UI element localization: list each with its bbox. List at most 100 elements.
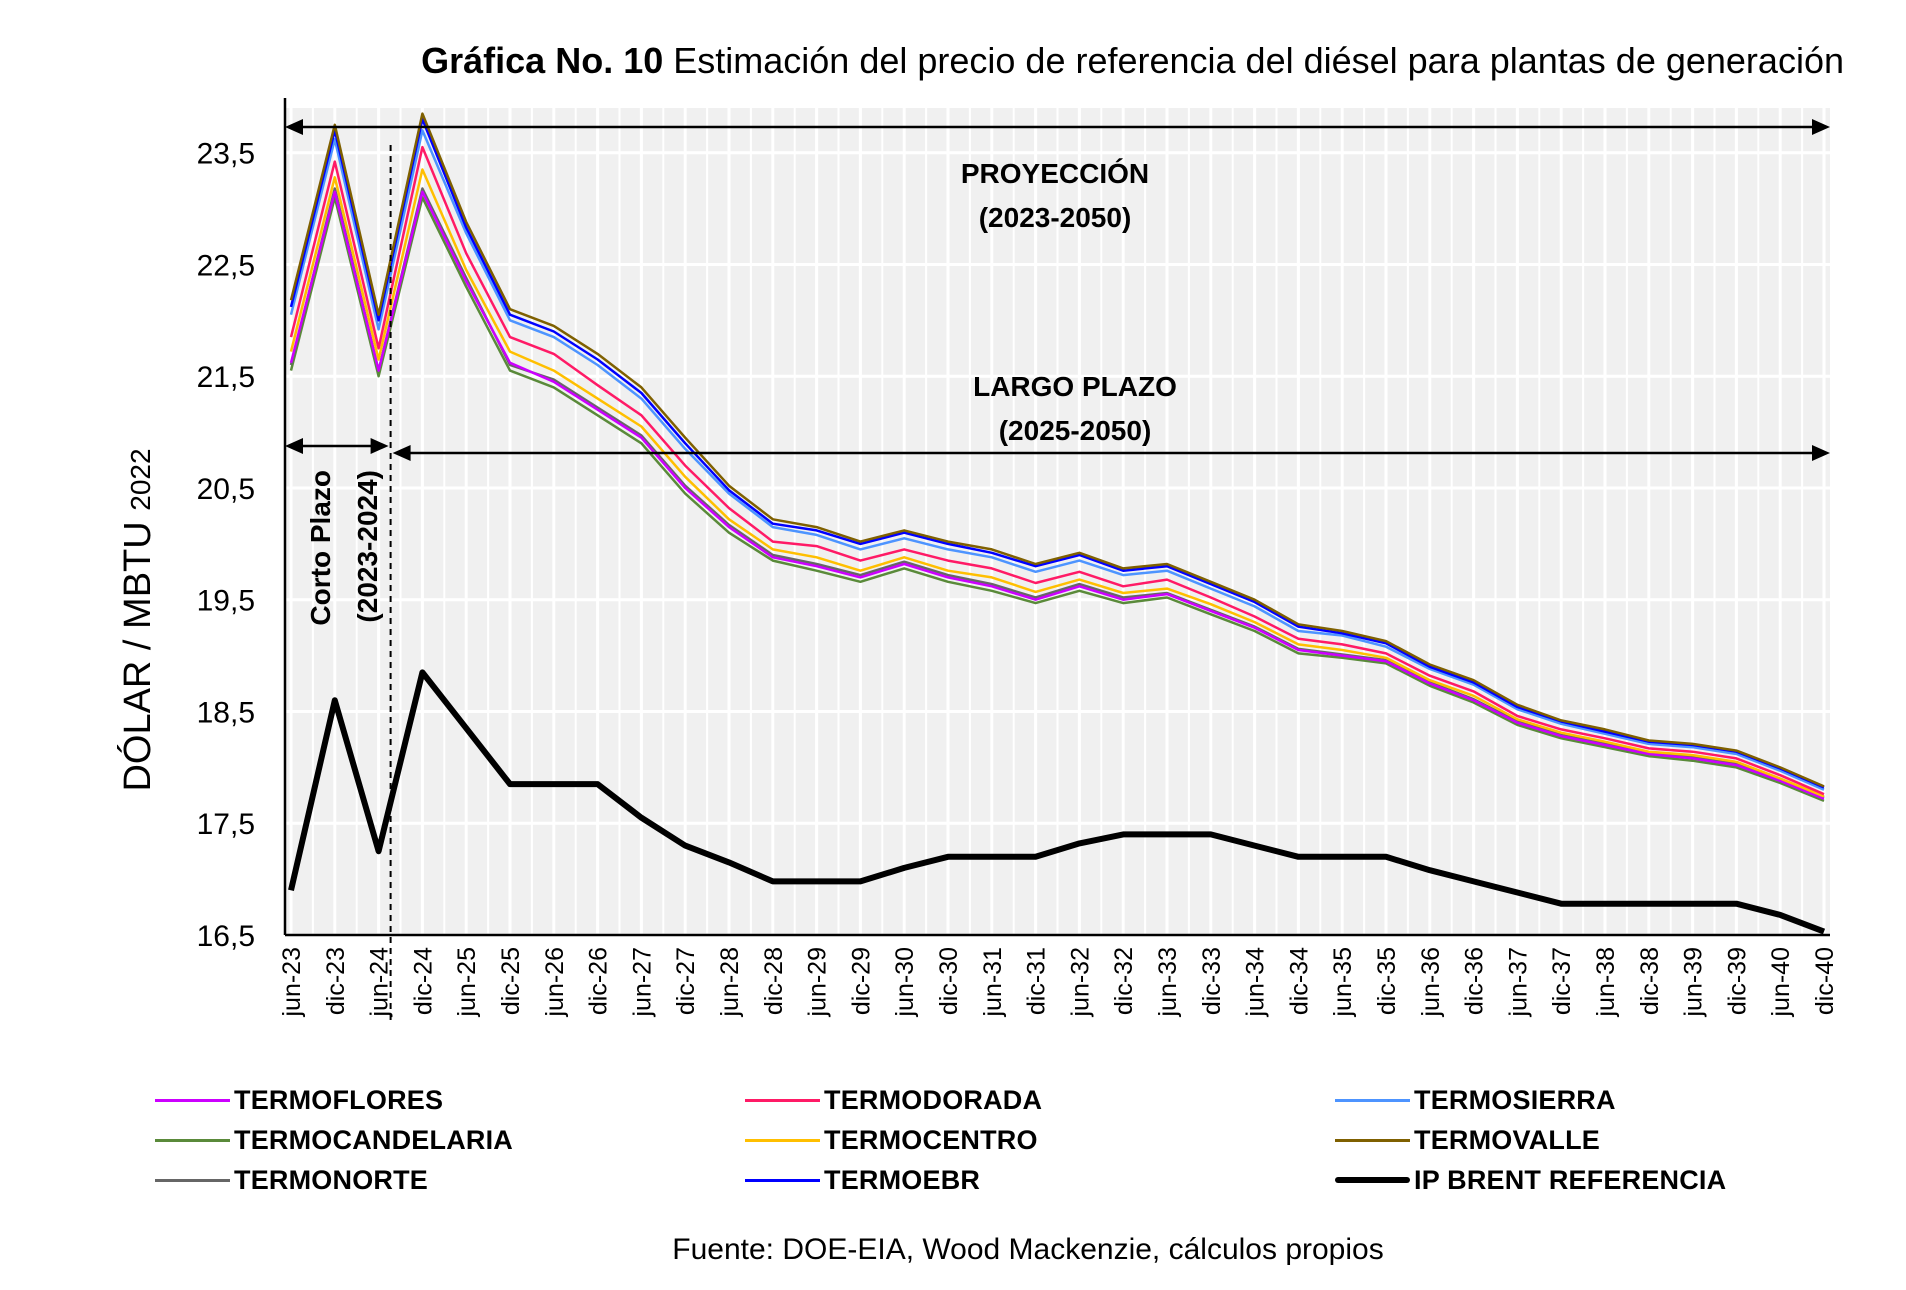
y-tick-label: 17,5 — [197, 808, 255, 841]
legend-label: TERMOFLORES — [234, 1084, 444, 1115]
projection-range: (2023-2050) — [979, 202, 1132, 233]
legend-label: TERMOCENTRO — [824, 1124, 1038, 1155]
legend-swatch — [155, 1138, 230, 1142]
grid-lines — [285, 108, 1830, 937]
series-line-termoflores — [289, 190, 1825, 800]
x-tick-label: jun-38 — [1592, 947, 1620, 1018]
x-tick-label: jun-32 — [1066, 947, 1094, 1018]
x-tick-label: jun-28 — [716, 947, 744, 1018]
x-tick-label: dic-31 — [1023, 947, 1051, 1015]
series-layer — [288, 112, 1826, 935]
legend-swatch — [1335, 1138, 1410, 1142]
legend-label: IP BRENT REFERENCIA — [1414, 1164, 1727, 1195]
legend-label: TERMOEBR — [824, 1164, 981, 1195]
x-tick-label: dic-26 — [585, 947, 613, 1015]
x-tick-label: jun-40 — [1767, 947, 1795, 1018]
legend-item: TERMONORTE — [155, 1165, 745, 1195]
legend-item: TERMOCANDELARIA — [155, 1125, 745, 1155]
x-tick-label: dic-28 — [760, 947, 788, 1015]
legend-item: TERMODORADA — [745, 1085, 1335, 1115]
x-tick-label: jun-29 — [804, 947, 832, 1018]
x-tick-label: jun-27 — [628, 947, 656, 1018]
x-tick-label: jun-34 — [1242, 947, 1270, 1018]
legend-swatch — [155, 1178, 230, 1182]
x-tick-label: dic-36 — [1461, 947, 1489, 1015]
series-line-termocentro — [289, 168, 1825, 798]
legend-swatch — [745, 1138, 820, 1142]
y-tick-label: 20,5 — [197, 473, 255, 506]
y-axis-label-year: 2022 — [125, 448, 156, 510]
legend-item: IP BRENT REFERENCIA — [1335, 1165, 1805, 1195]
x-tick-label: jun-39 — [1680, 947, 1708, 1018]
long-term-label: LARGO PLAZO — [973, 371, 1177, 402]
axes — [283, 98, 1830, 937]
series-line-termocandelaria — [289, 196, 1825, 803]
legend-item: TERMOEBR — [745, 1165, 1335, 1195]
source-note: Fuente: DOE-EIA, Wood Mackenzie, cálculo… — [672, 1233, 1384, 1266]
series-line-termovalle — [289, 112, 1825, 788]
x-tick-label: dic-30 — [935, 947, 963, 1015]
legend-label: TERMOVALLE — [1414, 1124, 1600, 1155]
legend-label: TERMOSIERRA — [1414, 1084, 1616, 1115]
legend-item: TERMOSIERRA — [1335, 1085, 1805, 1115]
y-tick-label: 18,5 — [197, 696, 255, 729]
series-line-termoebr — [289, 117, 1825, 789]
x-tick-label: dic-25 — [497, 947, 525, 1015]
y-tick-label: 19,5 — [197, 585, 255, 618]
x-tick-label: dic-34 — [1285, 947, 1313, 1015]
series-line-termosierra — [289, 129, 1825, 791]
x-tick-label: dic-29 — [847, 947, 875, 1015]
y-axis-label: DÓLAR / MBTU 2022 — [116, 448, 159, 791]
chart-title: Gráfica No. 10 Estimación del precio de … — [0, 40, 1906, 82]
legend-item: TERMOVALLE — [1335, 1125, 1805, 1155]
chart-plot: 16,5 17,5 18,5 19,5 20,5 21,5 22,5 23,5 jun-23 d… — [116, 98, 1839, 1020]
legend-label: TERMOCANDELARIA — [234, 1124, 513, 1155]
series-line-ip-brent-referencia — [288, 669, 1826, 935]
x-tick-label: jun-24 — [366, 947, 394, 1018]
short-term-arrow-right-arrowhead — [370, 438, 389, 454]
x-tick-label: dic-23 — [322, 947, 350, 1015]
x-tick-label: jun-36 — [1417, 947, 1445, 1018]
y-tick-label: 16,5 — [197, 920, 255, 953]
legend-label: TERMODORADA — [824, 1084, 1043, 1115]
x-tick-label: jun-37 — [1504, 947, 1532, 1018]
x-tick-label: dic-40 — [1811, 947, 1839, 1015]
x-tick-label: dic-32 — [1110, 947, 1138, 1015]
projection-arrow-left-arrowhead — [285, 119, 303, 135]
short-term-label: Corto Plazo — [305, 470, 336, 626]
projection-label: PROYECCIÓN — [961, 158, 1149, 189]
projection-arrow-right-arrowhead — [1812, 119, 1830, 135]
y-tick-label: 23,5 — [197, 138, 255, 171]
long-term-range: (2025-2050) — [999, 415, 1152, 446]
x-tick-label: jun-26 — [541, 947, 569, 1018]
x-tick-label: dic-38 — [1636, 947, 1664, 1015]
legend-swatch — [745, 1178, 820, 1182]
x-tick-label: dic-37 — [1548, 947, 1576, 1015]
y-tick-label: 21,5 — [197, 361, 255, 394]
x-tick-label: dic-39 — [1723, 947, 1751, 1015]
legend-swatch — [1335, 1177, 1410, 1183]
legend-item: TERMOFLORES — [155, 1085, 745, 1115]
legend-swatch — [745, 1098, 820, 1102]
short-term-range: (2023-2024) — [352, 470, 383, 623]
x-tick-label: jun-25 — [453, 947, 481, 1018]
long-term-arrow-left-arrowhead — [392, 445, 411, 461]
chart-title-text: Estimación del precio de referencia del … — [673, 40, 1844, 81]
x-tick-label: jun-23 — [278, 947, 306, 1018]
x-tick-label: jun-30 — [891, 947, 919, 1018]
legend-item: TERMOCENTRO — [745, 1125, 1335, 1155]
x-tick-label: jun-33 — [1154, 947, 1182, 1018]
x-tick-labels: jun-23 dic-23 jun-24 dic-24 jun-25 dic-25 jun-… — [278, 947, 1839, 1018]
y-axis-label-main: DÓLAR / MBTU — [116, 511, 159, 792]
legend-swatch — [155, 1098, 230, 1102]
y-tick-label: 22,5 — [197, 249, 255, 282]
legend-swatch — [1335, 1098, 1410, 1102]
x-tick-label: dic-24 — [409, 947, 437, 1015]
x-tick-label: jun-31 — [979, 947, 1007, 1018]
x-tick-label: dic-33 — [1198, 947, 1226, 1015]
legend: TERMOFLORES TERMODORADA TERMOSIERRA TERMOCA… — [155, 1085, 1805, 1195]
y-tick-labels: 16,5 17,5 18,5 19,5 20,5 21,5 22,5 23,5 — [197, 138, 255, 953]
short-term-arrow-left-arrowhead — [285, 438, 303, 454]
annotations: PROYECCIÓN (2023-2050) LARGO PLAZO (2025-20… — [285, 119, 1830, 1020]
x-tick-label: jun-35 — [1329, 947, 1357, 1018]
